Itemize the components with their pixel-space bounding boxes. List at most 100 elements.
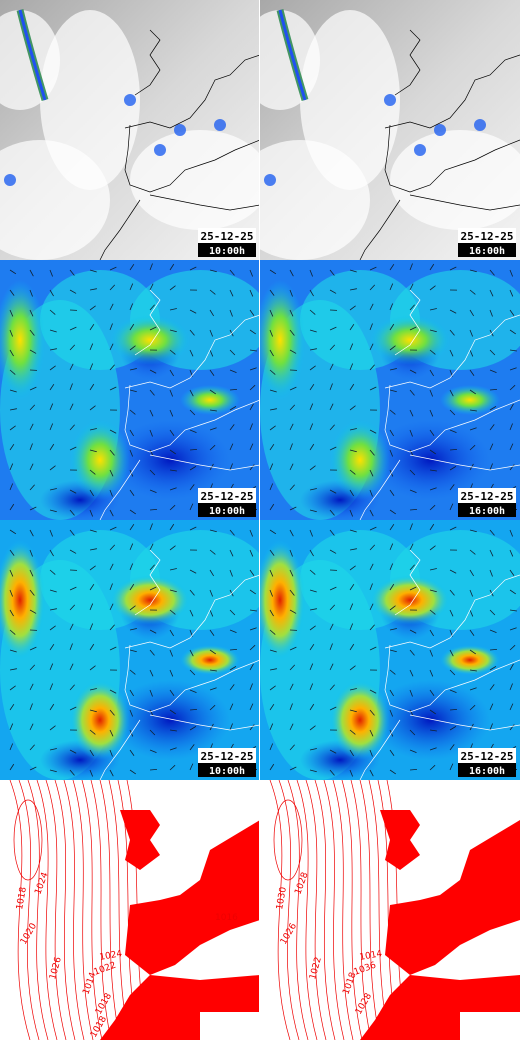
- wind-arrow: [49, 443, 55, 451]
- wind-arrow: [269, 369, 276, 375]
- wind-arrow: [189, 669, 196, 676]
- wind-arrow: [109, 303, 114, 311]
- wind-arrow: [129, 449, 133, 457]
- wind-arrow: [29, 569, 34, 577]
- wind-arrow: [209, 369, 215, 376]
- wind-arrow: [429, 349, 436, 355]
- wind-arrow: [309, 589, 317, 593]
- wind-arrow: [149, 709, 154, 717]
- wind-arrow: [89, 623, 94, 631]
- wind-arrow: [49, 289, 54, 297]
- wind-arrow: [89, 469, 96, 475]
- wind-arrow: [469, 687, 477, 691]
- wind-arrow: [429, 369, 435, 377]
- wind-arrow: [469, 369, 475, 376]
- wind-arrow: [169, 589, 177, 593]
- wind-arrow: [29, 609, 37, 614]
- wind-arrow: [49, 569, 56, 575]
- wind-arrow: [169, 329, 177, 333]
- wind-arrow: [369, 386, 377, 391]
- wind-arrow: [129, 563, 134, 571]
- wind-arrow: [149, 489, 157, 493]
- wind-arrow: [29, 683, 34, 691]
- wind-arrow: [309, 465, 316, 471]
- wind-strong: [180, 645, 240, 675]
- wind-arrow: [449, 466, 457, 471]
- wind-arrow: [89, 509, 93, 517]
- wind-arrow: [329, 344, 336, 351]
- wind-arrow: [169, 369, 175, 377]
- wind-arrow: [389, 409, 396, 415]
- wind-arrow: [89, 269, 97, 273]
- wind-arrow: [349, 623, 354, 631]
- wind-arrow: [109, 646, 117, 651]
- wind-arrow: [189, 649, 194, 657]
- wind-arrow: [489, 463, 493, 471]
- coastline: [99, 549, 260, 780]
- date-label: 25-12-25: [461, 750, 514, 763]
- wind-arrow: [409, 564, 415, 571]
- wind-arrow: [369, 729, 374, 737]
- wind-strong: [330, 420, 390, 500]
- isobar: [305, 780, 327, 1040]
- coastline: [99, 289, 260, 520]
- wind-arrow: [129, 543, 134, 551]
- wind-arrow: [429, 729, 437, 732]
- wind-arrow: [389, 769, 396, 775]
- wind-arrow: [269, 483, 274, 491]
- wind-arrow: [429, 568, 437, 571]
- wind-arrow: [509, 549, 514, 557]
- wind-arrow: [429, 389, 433, 397]
- wind-arrow: [389, 709, 393, 717]
- wind-arrow: [229, 609, 236, 616]
- wind-arrow: [329, 604, 336, 611]
- land: [360, 810, 520, 1040]
- wind-arrow: [149, 326, 157, 331]
- wind-arrow: [89, 643, 95, 651]
- wind-arrow: [9, 763, 15, 771]
- date-box: [198, 748, 256, 763]
- wind-arrow: [69, 769, 75, 776]
- wind-arrow: [89, 603, 94, 611]
- wind-arrow: [189, 708, 198, 711]
- rain-cell: [264, 174, 276, 186]
- wind-arrow: [89, 489, 95, 497]
- wind-arrow: [429, 263, 435, 271]
- wind-arrow: [109, 749, 113, 757]
- wind-arrow: [429, 669, 434, 677]
- wind-arrow: [109, 583, 113, 591]
- wind-arrow: [269, 569, 274, 577]
- wind-arrow: [229, 369, 237, 373]
- wind-arrow: [249, 703, 254, 711]
- wind-arrow: [269, 425, 276, 431]
- wind-arrow: [349, 529, 357, 533]
- wind-arrow: [369, 646, 377, 651]
- isobar: [350, 780, 372, 1040]
- wind-arrow: [309, 643, 315, 651]
- wind-arrow: [489, 349, 496, 356]
- wind-arrow: [149, 409, 154, 417]
- wind-arrow: [9, 349, 14, 357]
- wind-arrow: [169, 729, 177, 732]
- wind-arrow: [229, 424, 235, 431]
- wind-arrow: [409, 449, 414, 457]
- isobar: [314, 780, 336, 1040]
- wind-arrow: [409, 709, 414, 717]
- wind-arrow: [249, 309, 255, 316]
- wind-arrow: [309, 683, 314, 691]
- isobar: [13, 799, 43, 881]
- rain-cell: [154, 144, 166, 156]
- wind-arrow: [149, 369, 157, 374]
- coastline: [359, 549, 520, 780]
- wind-arrow: [489, 424, 495, 431]
- wind-arrow: [349, 343, 354, 351]
- wind-arrow: [409, 389, 415, 396]
- wind-arrow: [29, 529, 34, 537]
- panel-content: [0, 520, 260, 780]
- wind-arrow: [149, 629, 157, 634]
- wind-arrow: [489, 703, 494, 711]
- wind-arrow: [369, 469, 374, 477]
- wind-arrow: [29, 744, 35, 751]
- wind-arrow: [249, 589, 256, 595]
